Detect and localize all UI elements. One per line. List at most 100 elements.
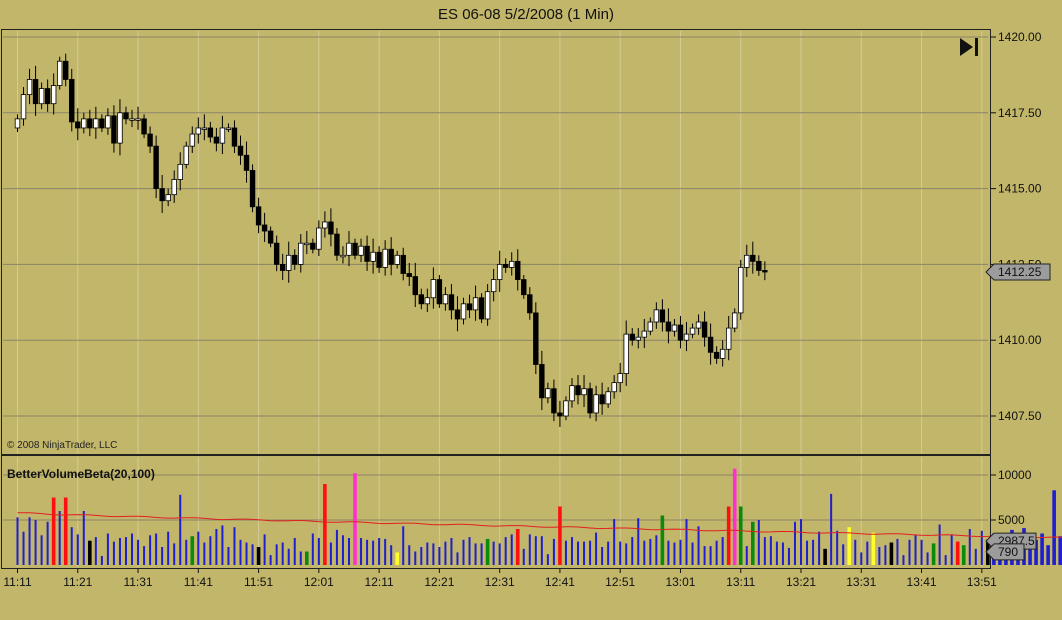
- volume-bar: [637, 518, 640, 565]
- price-tick-label: 1417.50: [998, 106, 1042, 120]
- volume-bar: [715, 540, 718, 565]
- time-tick-label: 12:31: [485, 575, 515, 589]
- time-tick-label: 12:21: [424, 575, 454, 589]
- volume-bar: [649, 538, 652, 565]
- candle-body: [569, 385, 575, 402]
- volume-bar: [769, 536, 772, 565]
- candle-body: [352, 242, 358, 256]
- volume-bar: [812, 539, 815, 565]
- volume-bar: [28, 517, 31, 565]
- volume-bar: [329, 542, 332, 565]
- volume-bar: [16, 517, 19, 565]
- volume-bar: [631, 537, 634, 565]
- candle-body: [111, 115, 117, 144]
- volume-bar: [745, 546, 748, 565]
- time-tick-label: 12:51: [605, 575, 635, 589]
- volume-bar: [818, 531, 821, 565]
- candle-body: [744, 254, 750, 268]
- volume-bar: [515, 529, 520, 565]
- candle-body: [141, 118, 147, 135]
- volume-bar: [281, 542, 284, 565]
- candle-body: [286, 254, 292, 271]
- candle-body: [261, 224, 268, 232]
- candle-body: [87, 118, 93, 129]
- candle-body: [587, 388, 593, 414]
- volume-bar: [625, 543, 628, 565]
- volume-bar: [655, 535, 658, 565]
- candle-body: [539, 364, 545, 399]
- volume-bar: [775, 541, 778, 565]
- volume-bar: [372, 540, 375, 565]
- volume-bar: [1028, 541, 1032, 565]
- volume-bar: [931, 543, 936, 565]
- volume-bar: [726, 506, 731, 565]
- candle-body: [478, 297, 485, 320]
- candle-body: [388, 248, 394, 265]
- candle-body: [593, 394, 599, 414]
- candle-body: [171, 179, 177, 196]
- candle-body: [430, 279, 437, 299]
- candle-body: [641, 330, 648, 338]
- volume-bar: [51, 497, 56, 565]
- candle-body: [14, 118, 21, 129]
- volume-bar: [137, 539, 140, 565]
- volume-bar: [920, 539, 923, 565]
- volume-bar: [347, 538, 350, 565]
- candle-body: [129, 118, 135, 121]
- volume-bar: [390, 545, 393, 565]
- volume-bar: [82, 511, 85, 565]
- time-tick-label: 13:11: [726, 575, 755, 589]
- skip-to-end-icon[interactable]: [960, 38, 978, 56]
- volume-bar: [595, 532, 598, 565]
- volume-bar: [510, 534, 513, 565]
- candle-body: [255, 206, 262, 226]
- volume-bar: [474, 543, 477, 565]
- time-tick-label: 13:01: [665, 575, 695, 589]
- volume-bar: [426, 542, 429, 565]
- candle-body: [201, 127, 208, 130]
- time-tick-label: 12:01: [304, 575, 334, 589]
- volume-bar: [854, 539, 857, 565]
- candle-body: [719, 348, 726, 359]
- candle-body: [738, 267, 744, 314]
- volume-bar: [323, 484, 327, 565]
- candle-body: [732, 312, 738, 329]
- candle-body: [56, 60, 63, 86]
- candle-body: [683, 333, 690, 341]
- volume-moving-average-line: [17, 512, 1062, 539]
- candle-body: [237, 145, 244, 156]
- volume-bar: [34, 520, 37, 565]
- candle-body: [575, 385, 581, 396]
- volume-bar: [155, 533, 158, 565]
- candle-body: [44, 88, 51, 105]
- candle-body: [400, 254, 406, 274]
- time-tick-label: 11:31: [123, 575, 152, 589]
- candle-body: [207, 127, 214, 138]
- volume-bar: [1058, 536, 1062, 565]
- volume-bar: [256, 547, 261, 565]
- candle-body: [527, 294, 533, 314]
- candle-body: [267, 230, 274, 244]
- volume-bar: [269, 555, 272, 565]
- candle-body: [165, 194, 171, 202]
- volume-bar: [179, 494, 182, 565]
- candle-body: [75, 121, 81, 129]
- volume-bar: [504, 537, 507, 565]
- volume-bar: [124, 537, 127, 565]
- candle-body: [93, 118, 99, 129]
- volume-bar: [660, 515, 665, 565]
- candle-body: [623, 333, 629, 374]
- volume-bar: [866, 541, 869, 565]
- volume-bar: [414, 551, 417, 565]
- candle-body: [557, 412, 563, 417]
- volume-bar: [40, 535, 43, 565]
- candle-body: [671, 324, 678, 332]
- volume-bar: [667, 540, 670, 565]
- candle-body: [448, 294, 455, 311]
- volume-tick-label: 10000: [998, 468, 1032, 482]
- candle-body: [50, 85, 57, 105]
- candle-body: [346, 242, 352, 256]
- volume-bar: [955, 541, 960, 565]
- candle-body: [279, 263, 286, 271]
- candle-body: [273, 242, 280, 265]
